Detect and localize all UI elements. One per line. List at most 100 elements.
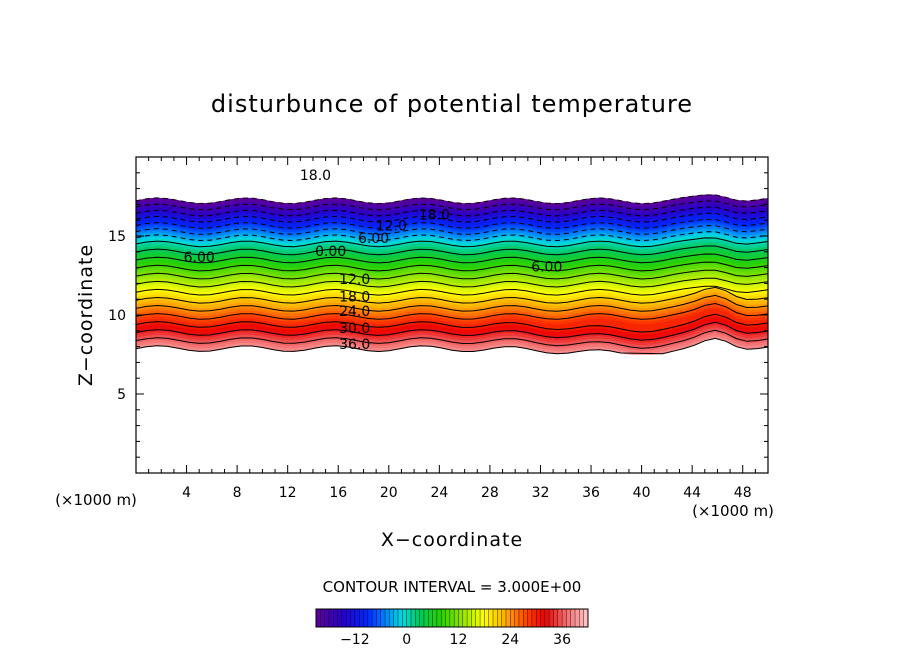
contour-interval-text: CONTOUR INTERVAL = 3.000E+00 bbox=[323, 578, 582, 596]
colorbar-cell bbox=[488, 609, 494, 627]
x-tick-label: 48 bbox=[734, 485, 752, 501]
colorbar-cell bbox=[415, 609, 420, 627]
colorbar-cell bbox=[527, 609, 533, 627]
colorbar-cell bbox=[441, 609, 446, 627]
x-axis: 4 8 12 16 20 24 28 32 36 40 44 48 bbox=[148, 157, 756, 501]
colorbar-cell bbox=[385, 609, 390, 627]
colorbar-cell bbox=[557, 609, 563, 627]
contour-line bbox=[136, 253, 768, 264]
colorbar-cell bbox=[493, 609, 498, 627]
colorbar-cell bbox=[514, 609, 520, 627]
contour-label: 24.0 bbox=[339, 304, 370, 320]
field-gap bbox=[414, 169, 579, 188]
colorbar-cell bbox=[333, 609, 338, 627]
contour-label: 18.0 bbox=[300, 168, 331, 184]
colorbar-cell bbox=[553, 609, 559, 627]
contour-label: 0.00 bbox=[315, 244, 346, 260]
colorbar-cell bbox=[510, 609, 515, 627]
colorbar-cell bbox=[549, 609, 554, 627]
contour-line bbox=[136, 212, 768, 223]
y-tick-label: 10 bbox=[108, 308, 126, 324]
contour-label: 36.0 bbox=[339, 337, 370, 353]
colorbar-cell bbox=[583, 609, 589, 627]
colorbar-cell bbox=[505, 609, 511, 627]
contour-line bbox=[136, 218, 768, 229]
colorbar-cell bbox=[540, 609, 546, 627]
colorbar-cell bbox=[419, 609, 425, 627]
colorbar-cell bbox=[316, 609, 321, 627]
contour-label: 12.0 bbox=[376, 219, 407, 235]
colorbar-cell bbox=[389, 609, 395, 627]
chart-title: disturbunce of potential temperature bbox=[211, 90, 693, 118]
colorbar-cell bbox=[467, 609, 472, 627]
colorbar-cell bbox=[367, 609, 373, 627]
contour-line bbox=[136, 206, 768, 217]
contour-label: 6.00 bbox=[531, 260, 562, 276]
colorbar-cell bbox=[536, 609, 541, 627]
colorbar-cell bbox=[497, 609, 502, 627]
contour-line bbox=[136, 245, 768, 256]
colorbar-cell bbox=[579, 609, 584, 627]
x-tick-label: 28 bbox=[481, 485, 499, 501]
colorbar-tick-label: 12 bbox=[450, 632, 468, 648]
colorbar-cell bbox=[363, 609, 369, 627]
contour-lines bbox=[136, 194, 768, 355]
x-tick-label: 12 bbox=[279, 485, 297, 501]
contour-line bbox=[136, 194, 768, 205]
y-tick-label: 5 bbox=[117, 387, 126, 403]
colorbar-cell bbox=[436, 609, 442, 627]
y-axis-label: Z−coordinate bbox=[75, 244, 97, 386]
colorbar-cell bbox=[354, 609, 360, 627]
x-tick-label: 40 bbox=[633, 485, 651, 501]
colorbar-cell bbox=[454, 609, 459, 627]
contour-label: 12.0 bbox=[339, 272, 370, 288]
x-tick-label: 8 bbox=[233, 485, 242, 501]
colorbar-cell bbox=[350, 609, 356, 627]
colorbar-cell bbox=[346, 609, 351, 627]
x-tick-label: 32 bbox=[532, 485, 550, 501]
contour-line bbox=[136, 329, 768, 349]
contour-line bbox=[136, 225, 768, 235]
colorbar-cell bbox=[372, 609, 377, 627]
colorbar-tick-label: −12 bbox=[340, 632, 370, 648]
x-unit-right: (×1000 m) bbox=[692, 502, 774, 520]
contour-labels: 18.018.012.06.000.006.006.0012.018.024.0… bbox=[184, 168, 563, 353]
colorbar-cell bbox=[432, 609, 438, 627]
contour-line bbox=[136, 285, 768, 296]
colorbar-tick-label: 24 bbox=[501, 632, 519, 648]
colorbar-cell bbox=[328, 609, 334, 627]
colorbar-cell bbox=[566, 609, 572, 627]
colorbar-cell bbox=[341, 609, 347, 627]
x-tick-label: 20 bbox=[380, 485, 398, 501]
colorbar-cell bbox=[406, 609, 412, 627]
colorbar-cell bbox=[359, 609, 364, 627]
colorbar-cell bbox=[428, 609, 433, 627]
colorbar-cell bbox=[320, 609, 325, 627]
colorbar-cell bbox=[402, 609, 407, 627]
colorbar-cell bbox=[462, 609, 468, 627]
contour-line bbox=[136, 200, 768, 211]
colorbar-cell bbox=[380, 609, 386, 627]
contour-label: 6.00 bbox=[184, 250, 215, 266]
colorbar-cell bbox=[518, 609, 524, 627]
x-tick-label: 4 bbox=[182, 485, 191, 501]
contour-line bbox=[136, 302, 768, 320]
colorbar-cell bbox=[324, 609, 330, 627]
x-tick-label: 44 bbox=[683, 485, 701, 501]
colorbar-tick-label: 36 bbox=[553, 632, 571, 648]
colorbar-cell bbox=[471, 609, 477, 627]
colorbar-cell bbox=[475, 609, 481, 627]
contour-line bbox=[136, 269, 768, 280]
colorbar-cell bbox=[544, 609, 550, 627]
x-axis-label: X−coordinate bbox=[381, 529, 523, 551]
colorbar-cell bbox=[337, 609, 343, 627]
contour-label: 30.0 bbox=[339, 321, 370, 337]
colorbar-cell bbox=[531, 609, 537, 627]
colorbar-cell bbox=[376, 609, 382, 627]
colorbar-cell bbox=[393, 609, 399, 627]
x-tick-label: 36 bbox=[582, 485, 600, 501]
colorbar-cell bbox=[570, 609, 576, 627]
x-tick-label: 16 bbox=[329, 485, 347, 501]
contour-label: 18.0 bbox=[339, 290, 370, 306]
